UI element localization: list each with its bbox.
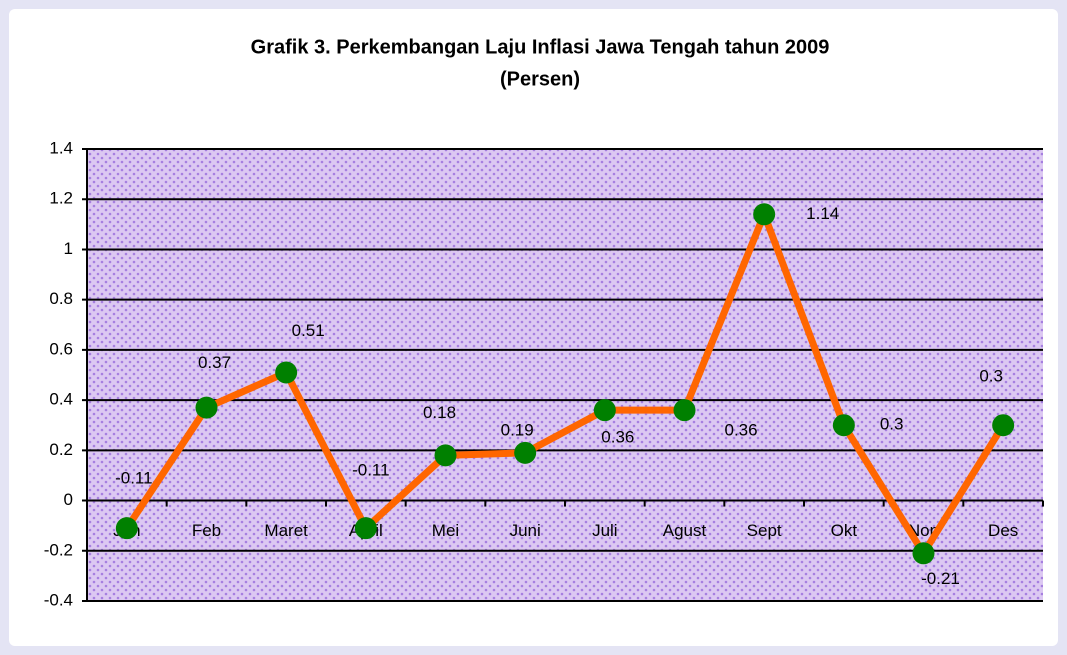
marker [992,414,1015,437]
data-label: 0.3 [979,367,1003,386]
y-tick-label: 0 [64,490,73,509]
marker [195,396,218,419]
marker [434,444,457,467]
y-tick-label: 0.8 [49,289,73,308]
marker [832,414,855,437]
data-label: 0.37 [198,353,231,372]
x-tick-label: Okt [831,521,858,540]
x-tick-label: Agust [663,521,707,540]
x-tick-label: Juni [510,521,541,540]
data-label: 0.51 [292,321,325,340]
y-tick-label: 0.2 [49,440,73,459]
plot-area [87,149,1043,601]
x-tick-label: Sept [747,521,782,540]
x-tick-label: Maret [264,521,308,540]
line [123,210,1007,557]
chart-subtitle: (Persen) [500,68,580,90]
x-tick-label: Des [988,521,1018,540]
marker [753,203,776,226]
data-label: 0.19 [501,420,534,439]
marker [275,361,298,384]
data-label: -0.11 [115,469,153,488]
data-label: 1.14 [806,204,839,223]
marker [912,542,935,565]
y-tick-label: 1.2 [49,189,73,208]
chart-title: Grafik 3. Perkembangan Laju Inflasi Jawa… [251,36,830,58]
data-label: 0.36 [725,421,758,440]
marker [673,399,696,422]
data-label: 0.3 [880,415,904,434]
marker [593,399,616,422]
data-label: -0.11 [352,461,390,480]
data-label: 0.36 [601,428,634,447]
marker [514,441,537,464]
marker [354,517,377,540]
x-tick-label: Mei [432,521,459,540]
marker [115,517,138,540]
y-tick-label: -0.4 [44,590,73,609]
data-label: -0.21 [921,569,960,588]
x-tick-label: Feb [192,521,221,540]
y-tick-label: -0.2 [44,540,73,559]
x-tick-label: Juli [592,521,618,540]
y-tick-label: 1 [64,239,73,258]
data-label: 0.18 [423,403,456,422]
y-tick-label: 0.4 [49,390,73,409]
y-tick-label: 0.6 [49,339,73,358]
y-tick-label: 1.4 [49,138,73,157]
